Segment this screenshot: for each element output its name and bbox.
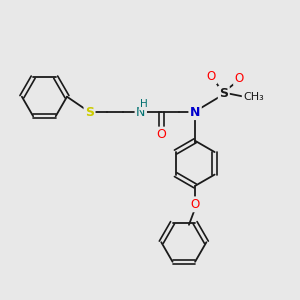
Text: CH₃: CH₃ [243, 92, 264, 102]
Text: O: O [207, 70, 216, 83]
Text: O: O [190, 198, 200, 211]
Text: H: H [140, 99, 148, 109]
Text: N: N [190, 106, 200, 118]
Text: S: S [219, 87, 228, 100]
Text: S: S [85, 106, 94, 118]
Text: N: N [136, 106, 146, 118]
Text: O: O [235, 72, 244, 85]
Text: O: O [156, 128, 166, 141]
